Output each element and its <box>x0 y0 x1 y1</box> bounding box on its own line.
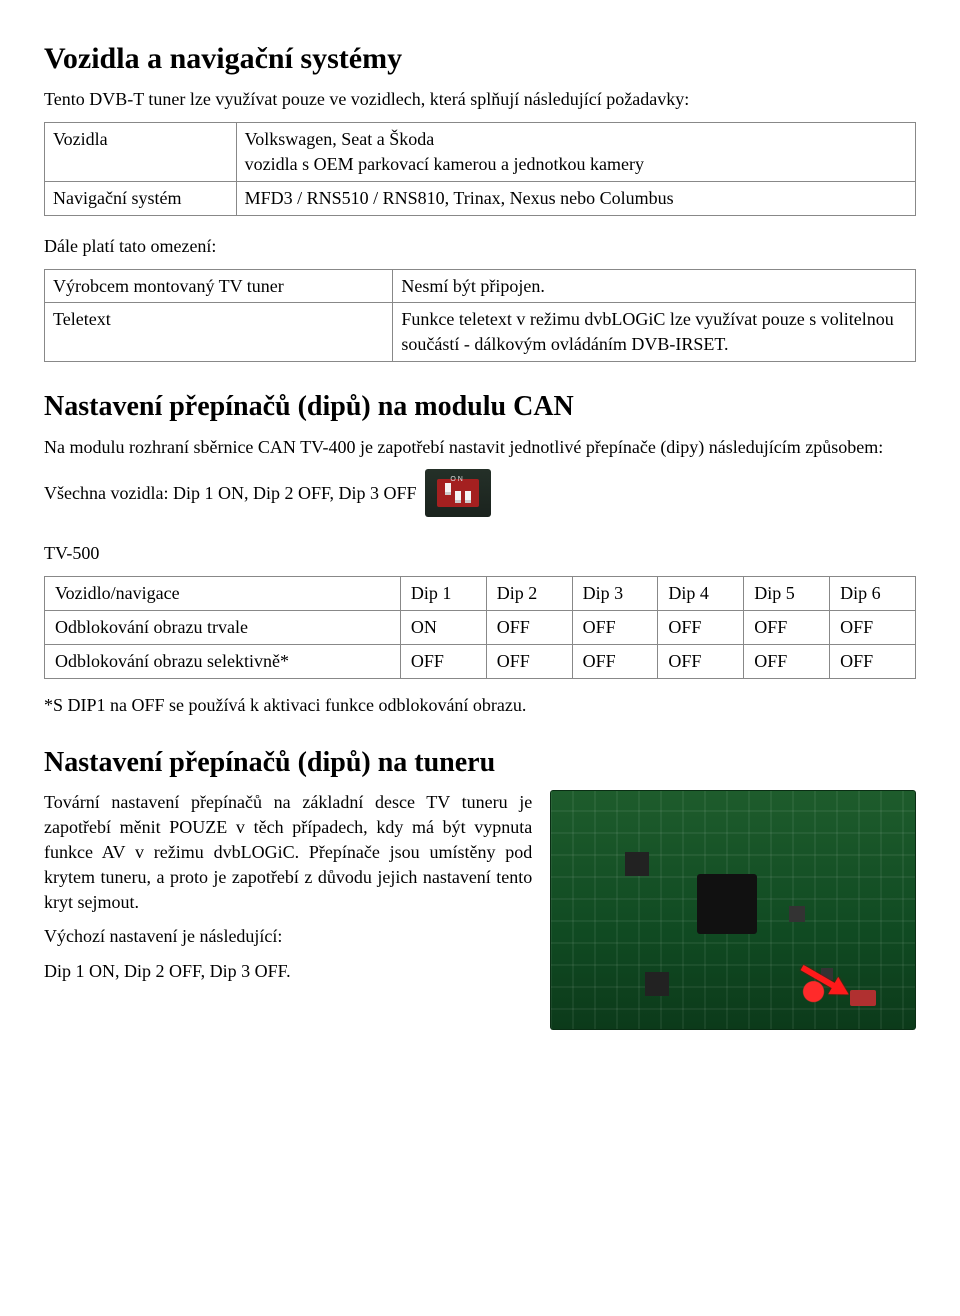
cell-value: Volkswagen, Seat a Škoda vozidla s OEM p… <box>236 123 915 182</box>
limits-intro: Dále platí tato omezení: <box>44 234 916 259</box>
table-header-row: Vozidlo/navigace Dip 1 Dip 2 Dip 3 Dip 4… <box>45 577 916 611</box>
cell-label: Vozidla <box>45 123 237 182</box>
table-row: Odblokování obrazu selektivně* OFF OFF O… <box>45 644 916 678</box>
dip-footnote: *S DIP1 na OFF se používá k aktivaci fun… <box>44 693 916 718</box>
col-header: Dip 3 <box>572 577 658 611</box>
col-header: Dip 5 <box>744 577 830 611</box>
col-header: Dip 6 <box>830 577 916 611</box>
cell-value: OFF <box>744 644 830 678</box>
can-all-vehicles: Všechna vozidla: Dip 1 ON, Dip 2 OFF, Di… <box>44 481 417 506</box>
page-title: Vozidla a navigační systémy <box>44 38 916 79</box>
col-header: Dip 4 <box>658 577 744 611</box>
cell-value: OFF <box>486 611 572 645</box>
cell-label: Navigační systém <box>45 181 237 215</box>
dip-table: Vozidlo/navigace Dip 1 Dip 2 Dip 3 Dip 4… <box>44 576 916 678</box>
table-row: Teletext Funkce teletext v režimu dvbLOG… <box>45 303 916 362</box>
intro-text: Tento DVB-T tuner lze využívat pouze ve … <box>44 87 916 112</box>
cell-value: OFF <box>658 644 744 678</box>
cell-label: Teletext <box>45 303 393 362</box>
table-row: Navigační systém MFD3 / RNS510 / RNS810,… <box>45 181 916 215</box>
cell-label: Odblokování obrazu selektivně* <box>45 644 401 678</box>
cell-value: Funkce teletext v režimu dvbLOGiC lze vy… <box>393 303 916 362</box>
table-row: Vozidla Volkswagen, Seat a Škoda vozidla… <box>45 123 916 182</box>
section-title-can: Nastavení přepínačů (dipů) na modulu CAN <box>44 388 916 427</box>
tuner-default-label: Výchozí nastavení je následující: <box>44 924 532 949</box>
cell-label: Výrobcem montovaný TV tuner <box>45 269 393 303</box>
tv500-label: TV-500 <box>44 541 916 566</box>
cell-label: Odblokování obrazu trvale <box>45 611 401 645</box>
cell-value: OFF <box>830 611 916 645</box>
table-row: Odblokování obrazu trvale ON OFF OFF OFF… <box>45 611 916 645</box>
tuner-paragraph: Tovární nastavení přepínačů na základní … <box>44 790 532 914</box>
cell-value: OFF <box>486 644 572 678</box>
can-paragraph: Na modulu rozhraní sběrnice CAN TV-400 j… <box>44 435 916 460</box>
cell-value: OFF <box>400 644 486 678</box>
vehicles-table: Vozidla Volkswagen, Seat a Škoda vozidla… <box>44 122 916 215</box>
col-header: Dip 2 <box>486 577 572 611</box>
pcb-photo <box>550 790 916 1030</box>
arrow-icon <box>828 977 854 1003</box>
cell-value: Nesmí být připojen. <box>393 269 916 303</box>
cell-value: OFF <box>572 644 658 678</box>
cell-value: OFF <box>572 611 658 645</box>
table-row: Výrobcem montovaný TV tuner Nesmí být př… <box>45 269 916 303</box>
cell-value: OFF <box>658 611 744 645</box>
col-header: Dip 1 <box>400 577 486 611</box>
col-header: Vozidlo/navigace <box>45 577 401 611</box>
cell-value: OFF <box>830 644 916 678</box>
limits-table: Výrobcem montovaný TV tuner Nesmí být př… <box>44 269 916 362</box>
cell-value: ON <box>400 611 486 645</box>
section-title-tuner: Nastavení přepínačů (dipů) na tuneru <box>44 744 916 783</box>
tuner-default-value: Dip 1 ON, Dip 2 OFF, Dip 3 OFF. <box>44 959 532 984</box>
cell-value: OFF <box>744 611 830 645</box>
cell-value: MFD3 / RNS510 / RNS810, Trinax, Nexus ne… <box>236 181 915 215</box>
dip-switch-icon <box>425 469 491 517</box>
